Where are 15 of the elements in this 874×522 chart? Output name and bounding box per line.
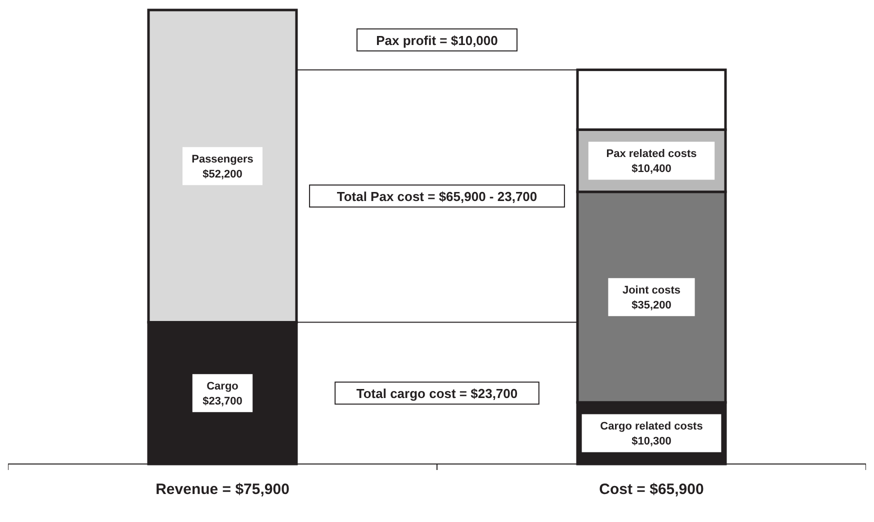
series-label: Cargo related costs — [600, 420, 703, 432]
data-label: $23,700 — [202, 395, 242, 408]
annotation: Total cargo cost = $23,700 — [356, 386, 518, 402]
x-tick-label: Revenue = $75,900 — [156, 481, 290, 498]
series-label: Cargo — [206, 380, 239, 392]
data-label: $10,400 — [632, 162, 672, 175]
data-label: $35,200 — [632, 299, 672, 312]
x-tick-label: Cost = $65,900 — [599, 481, 704, 498]
annotation: Pax profit = $10,000 — [376, 32, 498, 48]
annotation: Total Pax cost = $65,900 - 23,700 — [336, 189, 538, 204]
data-label: $10,300 — [632, 435, 672, 448]
series-label: Passengers — [192, 153, 254, 166]
series-label: Pax related costs — [606, 148, 697, 160]
series-label: Joint costs — [622, 284, 681, 296]
data-label: $52,200 — [202, 168, 242, 180]
